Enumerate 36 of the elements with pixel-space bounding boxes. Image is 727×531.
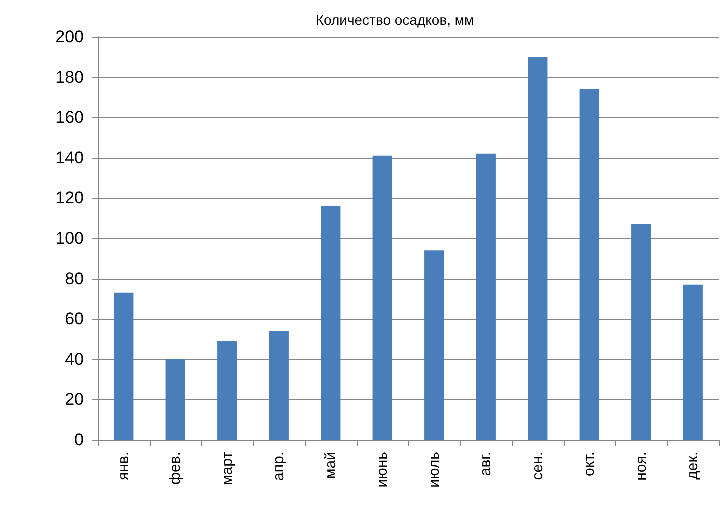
x-tick-label: фев.: [167, 452, 184, 485]
y-tick-label: 80: [65, 269, 84, 288]
y-tick-label: 140: [56, 148, 84, 168]
y-tick-label: 100: [56, 229, 84, 248]
y-tick-label: 120: [56, 188, 84, 208]
x-tick-label: апр.: [270, 452, 288, 481]
y-tick-label: 40: [65, 350, 84, 369]
bar: [580, 89, 600, 440]
chart-title: Количество осадков, мм: [316, 12, 474, 28]
bar: [269, 331, 289, 440]
x-tick-label: май: [322, 452, 340, 480]
bar: [528, 57, 548, 440]
y-tick-label: 160: [56, 108, 84, 128]
x-tick-label: июнь: [374, 452, 392, 488]
y-tick-label: 0: [74, 430, 84, 450]
x-tick-label: авг.: [478, 452, 495, 476]
bar: [114, 292, 134, 440]
bar: [321, 206, 341, 440]
x-tick-label: ноя.: [632, 452, 650, 481]
bar: [372, 156, 392, 440]
x-tick-label: март: [218, 452, 236, 486]
bar: [632, 224, 652, 440]
y-tick-label: 20: [65, 390, 84, 410]
bar: [218, 341, 238, 440]
bar: [166, 359, 186, 440]
y-tick-label: 180: [56, 68, 84, 87]
x-tick-label: сен.: [529, 452, 546, 480]
x-tick-label: окт.: [581, 452, 598, 476]
x-tick-label: янв.: [115, 452, 132, 481]
bar: [424, 250, 444, 440]
bar: [476, 154, 496, 440]
x-tick-label: дек.: [684, 452, 702, 480]
bar: [683, 284, 703, 440]
x-tick-label: июль: [426, 452, 443, 488]
y-tick-label: 60: [65, 310, 84, 329]
y-tick-label: 200: [56, 28, 84, 46]
